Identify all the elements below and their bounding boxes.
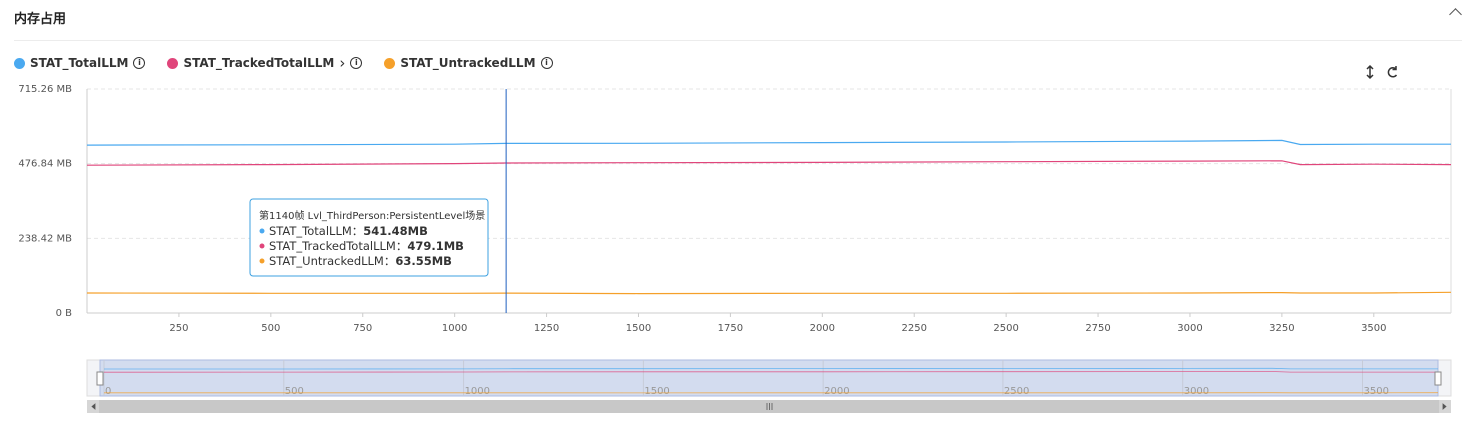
y-tick-label: 0 B xyxy=(56,308,73,319)
x-tick-label: 1250 xyxy=(534,323,559,334)
x-tick-label: 2500 xyxy=(993,323,1018,334)
legend-item[interactable]: STAT_UntrackedLLM i xyxy=(384,54,553,72)
zoom-series-line xyxy=(103,371,1438,373)
x-tick-label: 3000 xyxy=(1177,323,1202,334)
x-tick-label: 3250 xyxy=(1269,323,1294,334)
resize-icon[interactable] xyxy=(1366,64,1374,80)
zoom-tick-label: 3000 xyxy=(1184,386,1209,397)
tooltip-name: STAT_TrackedTotalLLM xyxy=(269,239,396,253)
zoom-tick-label: 3500 xyxy=(1363,386,1388,397)
x-tick-label: 1750 xyxy=(718,323,743,334)
x-tick-label: 2750 xyxy=(1085,323,1110,334)
legend-swatch xyxy=(167,57,179,69)
tooltip-sep: ： xyxy=(352,224,364,238)
zoom-tick-label: 2500 xyxy=(1004,386,1029,397)
tooltip-box xyxy=(249,198,489,277)
tooltip-row: STAT_TrackedTotalLLM：479.1MB xyxy=(269,239,464,253)
divider xyxy=(14,40,1462,41)
y-tick-label: 238.42 MB xyxy=(18,233,72,244)
tooltip-dot xyxy=(259,243,265,249)
legend-label: STAT_TrackedTotalLLM xyxy=(183,56,335,70)
tooltip-value: 63.55MB xyxy=(395,254,452,268)
tooltip-row: STAT_TotalLLM：541.48MB xyxy=(269,224,428,238)
legend: STAT_TotalLLM i STAT_TrackedTotalLLM › i STAT… xyxy=(14,54,553,72)
zoom-tick-label: 2000 xyxy=(824,386,849,397)
x-tick-label: 1500 xyxy=(626,323,651,334)
refresh-icon[interactable] xyxy=(1387,66,1398,78)
zoom-tick-label: 1500 xyxy=(644,386,669,397)
zoom-tick-label: 1000 xyxy=(465,386,490,397)
tooltip-row: STAT_UntrackedLLM：63.55MB xyxy=(269,254,452,268)
zoom-tick-label: 500 xyxy=(285,386,304,397)
x-tick-label: 500 xyxy=(261,323,280,334)
legend-label: STAT_UntrackedLLM xyxy=(400,56,536,70)
info-icon[interactable]: i xyxy=(133,57,146,69)
expand-arrow[interactable]: › xyxy=(339,54,346,72)
tooltip-value: 479.1MB xyxy=(407,239,464,253)
zoom-selection xyxy=(99,359,1439,397)
series-line xyxy=(86,139,1451,146)
series-line xyxy=(86,291,1452,295)
zoom-series-line xyxy=(104,367,1438,370)
tooltip-dot xyxy=(259,258,265,264)
y-tick-label: 476.84 MB xyxy=(18,159,72,170)
scroll-arrows xyxy=(91,403,1447,410)
zoom-tick-label: 0 xyxy=(105,386,111,397)
x-tick-label: 750 xyxy=(353,323,372,334)
tooltip-name: STAT_TotalLLM xyxy=(269,224,352,238)
tooltip-dot xyxy=(259,228,265,234)
x-tick-label: 1000 xyxy=(442,323,467,334)
zoom-handle[interactable] xyxy=(96,371,104,386)
tooltip-title: 第1140帧 Lvl_ThirdPerson:PersistentLevel场景 xyxy=(259,209,485,222)
x-tick-label: 3500 xyxy=(1361,323,1386,334)
panel-title: 内存占用 xyxy=(14,12,67,27)
scroll-thumb xyxy=(99,400,1439,413)
info-icon[interactable]: i xyxy=(540,57,553,69)
legend-item[interactable]: STAT_TotalLLM i xyxy=(14,54,146,72)
legend-swatch xyxy=(14,57,25,69)
series-line xyxy=(86,160,1452,166)
y-tick-label: 715.26 MB xyxy=(18,84,72,95)
tooltip-sep: ： xyxy=(384,254,396,268)
tooltip-sep: ： xyxy=(396,239,408,253)
tooltip-name: STAT_UntrackedLLM xyxy=(269,254,384,268)
tooltip-value: 541.48MB xyxy=(363,224,428,238)
zoom-handle[interactable] xyxy=(1434,371,1442,386)
x-tick-label: 2250 xyxy=(901,323,926,334)
legend-label: STAT_TotalLLM xyxy=(30,56,129,70)
legend-swatch xyxy=(384,57,396,69)
legend-item[interactable]: STAT_TrackedTotalLLM › i xyxy=(167,54,363,72)
x-tick-label: 250 xyxy=(169,323,188,334)
info-icon[interactable]: i xyxy=(350,57,363,69)
x-tick-label: 2000 xyxy=(810,323,835,334)
